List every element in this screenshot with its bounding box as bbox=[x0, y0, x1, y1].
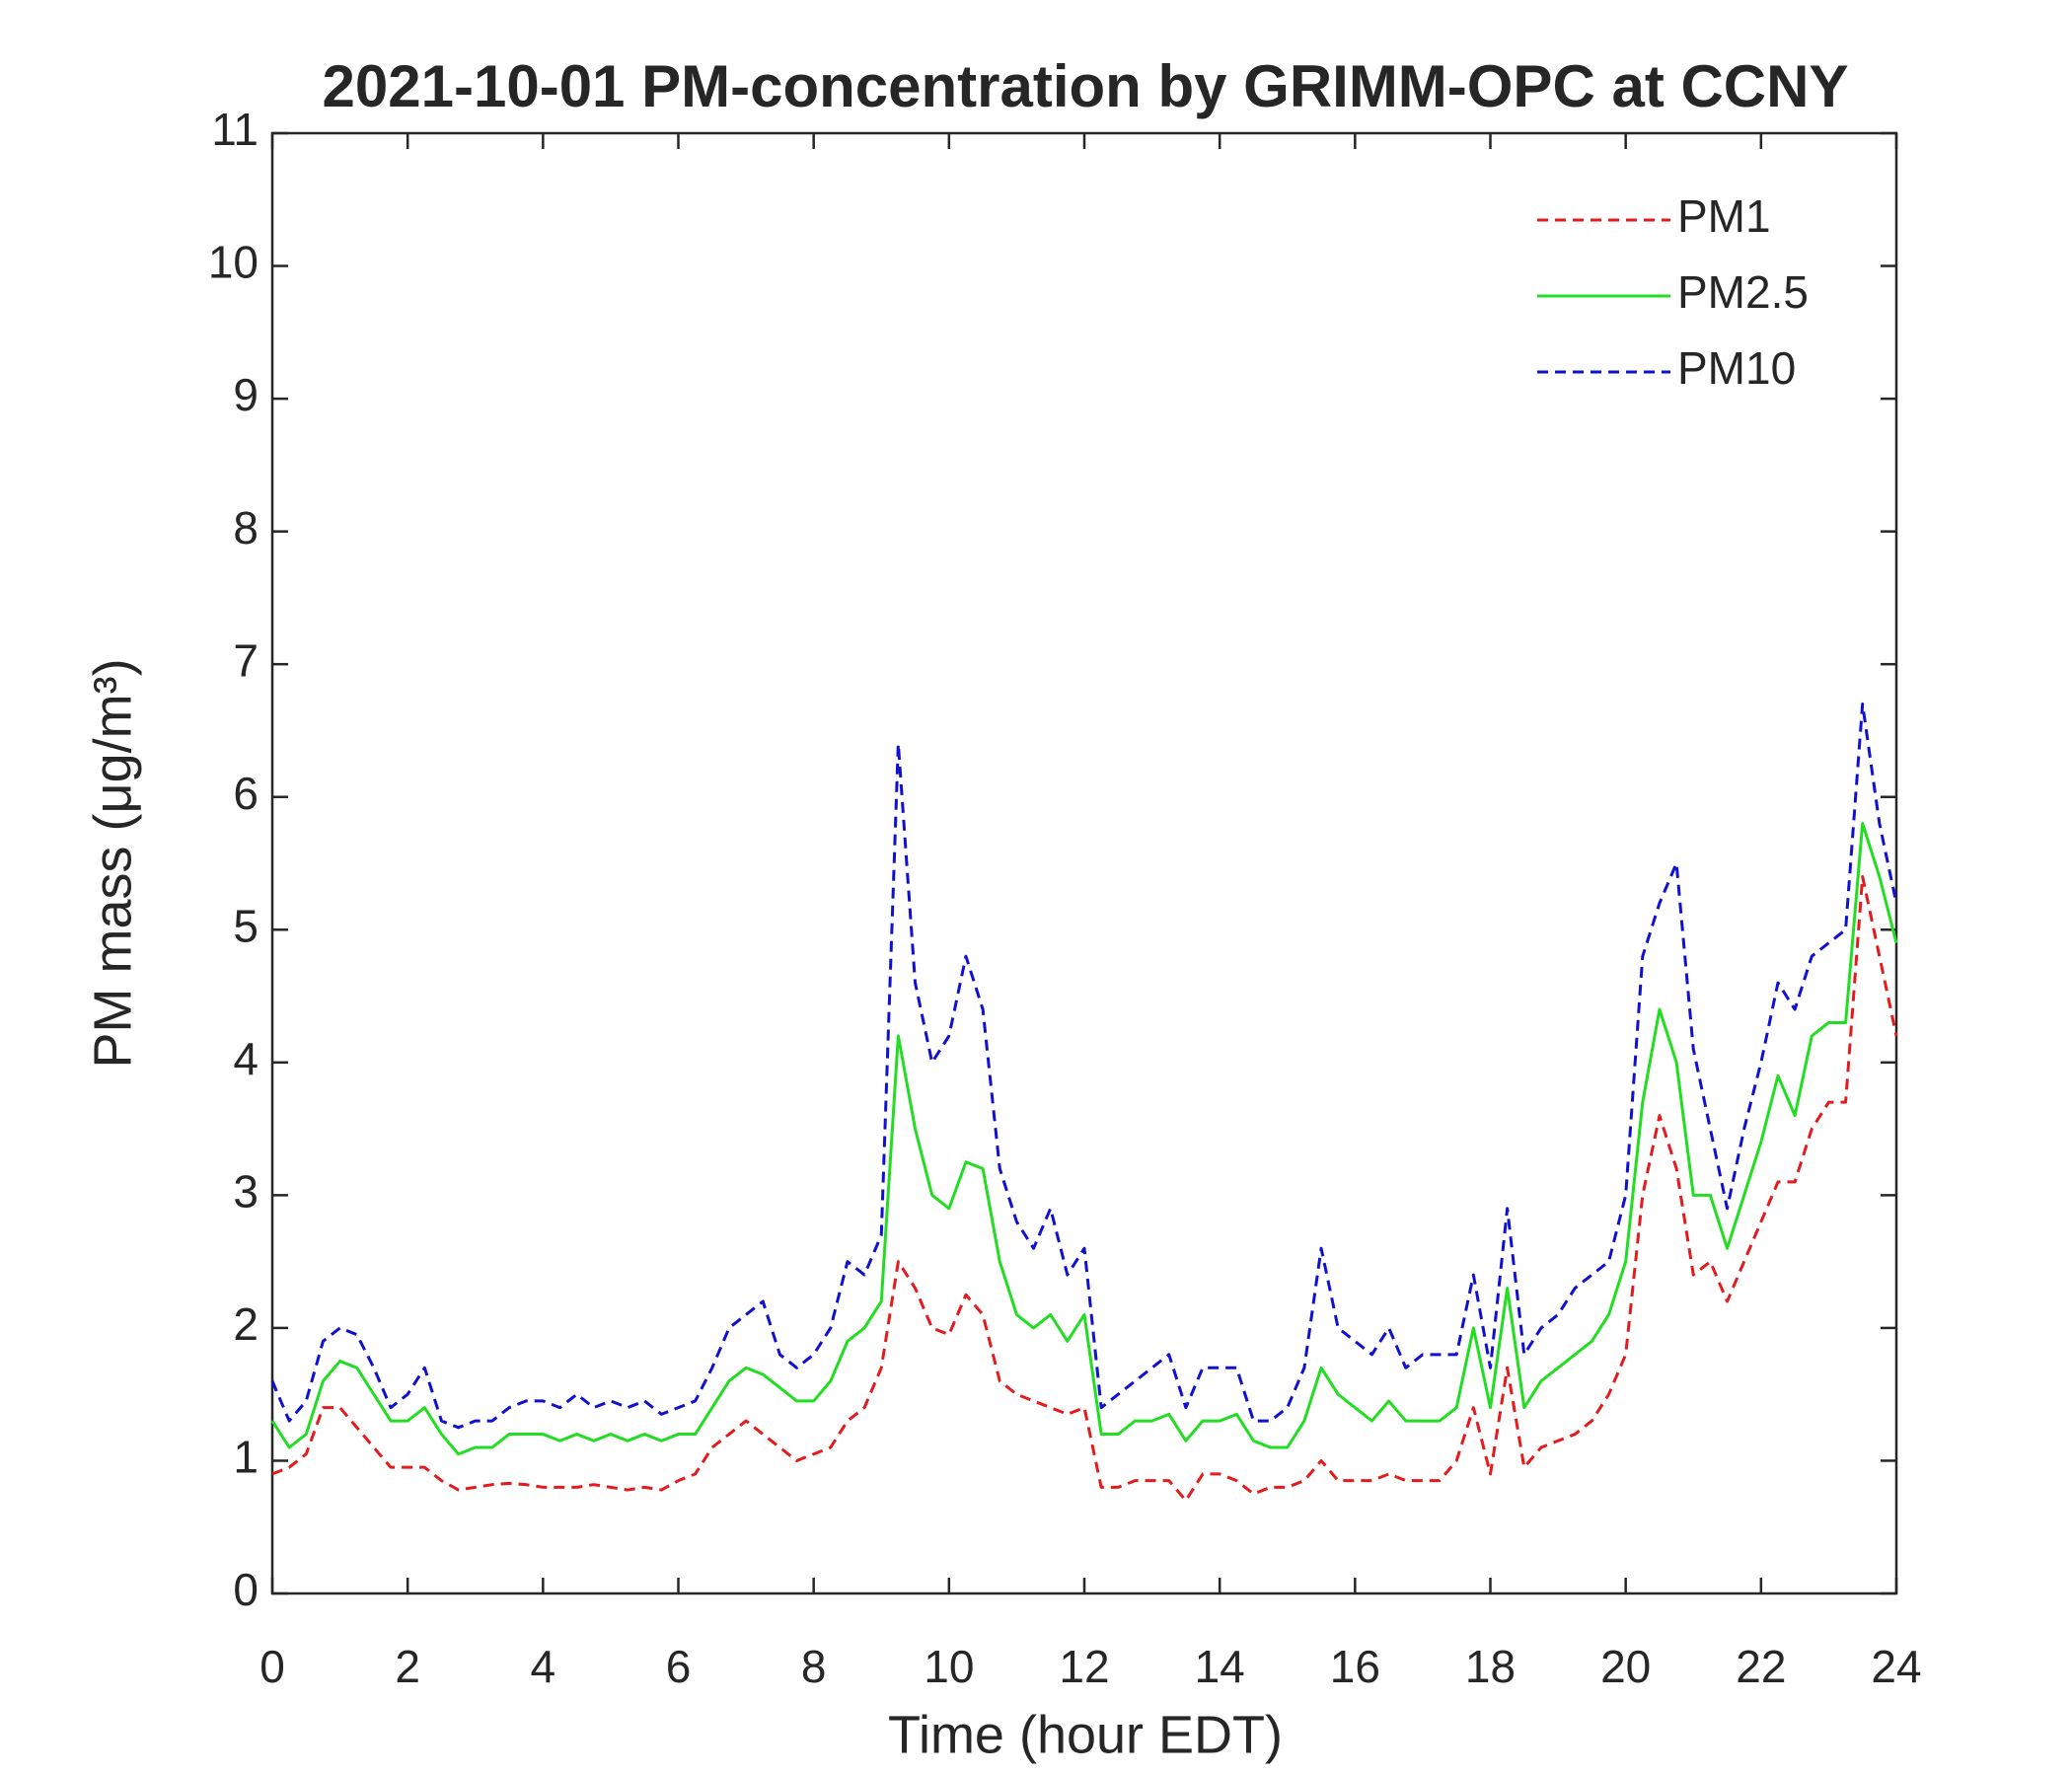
y-tick-label: 4 bbox=[233, 1033, 259, 1084]
y-tick-label: 11 bbox=[211, 104, 259, 155]
y-tick-label: 8 bbox=[233, 502, 259, 554]
y-tick-label: 7 bbox=[233, 634, 259, 686]
x-tick-label: 24 bbox=[1871, 1641, 1921, 1692]
series-line bbox=[271, 874, 1898, 1503]
x-tick-label: 6 bbox=[666, 1641, 692, 1692]
x-tick-label: 12 bbox=[1059, 1641, 1109, 1692]
x-tick-label: 18 bbox=[1465, 1641, 1516, 1692]
x-tick-label: 8 bbox=[801, 1641, 827, 1692]
legend-label: PM1 bbox=[1677, 190, 1771, 242]
legend-label: PM2.5 bbox=[1677, 266, 1809, 318]
legend-label: PM10 bbox=[1677, 342, 1796, 394]
x-tick-label: 22 bbox=[1736, 1641, 1786, 1692]
x-tick-label: 10 bbox=[924, 1641, 974, 1692]
chart-title: 2021-10-01 PM-concentration by GRIMM-OPC… bbox=[323, 53, 1849, 119]
plot-frame bbox=[270, 131, 1898, 1595]
y-tick-label: 0 bbox=[233, 1564, 259, 1615]
y-tick-label: 3 bbox=[233, 1166, 259, 1218]
y-tick-label: 1 bbox=[233, 1432, 259, 1483]
y-tick-label: 5 bbox=[233, 900, 259, 951]
y-tick-label: 9 bbox=[233, 369, 259, 420]
x-tick-label: 4 bbox=[531, 1641, 556, 1692]
y-tick-label: 6 bbox=[233, 768, 259, 819]
y-tick-label: 10 bbox=[208, 237, 259, 288]
x-axis-label: Time (hour EDT) bbox=[888, 1705, 1283, 1764]
series-line bbox=[270, 703, 1898, 1430]
x-tick-label: 0 bbox=[259, 1641, 285, 1692]
x-tick-label: 20 bbox=[1600, 1641, 1651, 1692]
series-line bbox=[270, 822, 1898, 1456]
x-tick-label: 14 bbox=[1195, 1641, 1245, 1692]
x-tick-label: 2 bbox=[395, 1641, 420, 1692]
x-tick-label: 16 bbox=[1330, 1641, 1380, 1692]
y-tick-label: 2 bbox=[233, 1298, 259, 1350]
y-axis-label: PM mass (μg/m³) bbox=[83, 658, 142, 1068]
